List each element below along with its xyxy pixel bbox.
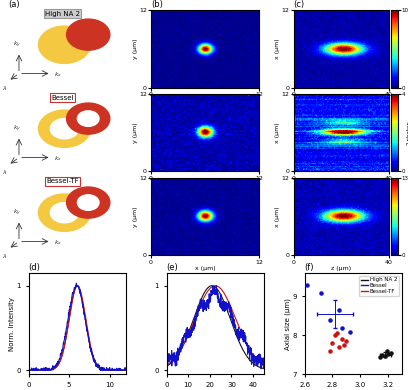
Point — [332, 332, 339, 339]
Text: $k_x$: $k_x$ — [53, 70, 62, 79]
Point — [336, 307, 343, 313]
Text: $\lambda$: $\lambda$ — [2, 252, 8, 260]
Point — [304, 282, 311, 288]
Point — [333, 330, 340, 337]
Text: (a): (a) — [8, 0, 20, 9]
Circle shape — [38, 26, 90, 64]
Text: $k_y$: $k_y$ — [13, 124, 21, 134]
Circle shape — [78, 111, 99, 126]
Text: (d): (d) — [29, 263, 40, 272]
Text: High NA 2: High NA 2 — [45, 11, 80, 16]
Point — [339, 324, 346, 331]
Y-axis label: 2-photon: 2-photon — [407, 120, 408, 145]
Y-axis label: Norm. Intensity: Norm. Intensity — [9, 297, 15, 351]
Text: (f): (f) — [305, 263, 314, 272]
Point — [347, 328, 354, 335]
Text: $\lambda$: $\lambda$ — [2, 83, 8, 92]
Text: Bessel: Bessel — [51, 94, 73, 101]
Point — [326, 317, 333, 323]
Text: $\lambda$: $\lambda$ — [2, 168, 8, 176]
Circle shape — [67, 19, 110, 50]
Point — [385, 351, 391, 357]
Y-axis label: x (μm): x (μm) — [275, 122, 280, 143]
X-axis label: z (μm): z (μm) — [331, 266, 351, 271]
Point — [379, 352, 386, 358]
Point — [382, 353, 388, 359]
X-axis label: x (μm): x (μm) — [195, 266, 215, 271]
Point — [340, 342, 347, 348]
Y-axis label: y (μm): y (μm) — [133, 122, 137, 143]
Circle shape — [67, 103, 110, 134]
Point — [326, 348, 333, 354]
Text: $k_y$: $k_y$ — [13, 40, 21, 50]
Text: $k_x$: $k_x$ — [53, 238, 62, 247]
Y-axis label: y (μm): y (μm) — [133, 38, 137, 59]
Text: $k_y$: $k_y$ — [13, 208, 21, 218]
Point — [329, 340, 336, 346]
Y-axis label: x (μm): x (μm) — [275, 206, 280, 227]
Point — [377, 354, 383, 360]
Point — [339, 336, 346, 342]
Text: (e): (e) — [166, 263, 178, 272]
Point — [318, 289, 325, 296]
Circle shape — [38, 194, 90, 231]
Circle shape — [78, 195, 99, 210]
Circle shape — [67, 187, 110, 218]
Circle shape — [50, 119, 78, 139]
Point — [343, 338, 350, 344]
Y-axis label: Axial size (μm): Axial size (μm) — [285, 298, 291, 350]
Legend: High NA 2, Bessel, Bessel-TF: High NA 2, Bessel, Bessel-TF — [359, 276, 399, 296]
Text: $k_x$: $k_x$ — [53, 154, 62, 163]
Circle shape — [50, 202, 78, 223]
Text: Bessel-TF: Bessel-TF — [46, 179, 79, 184]
Point — [384, 348, 390, 354]
Point — [336, 344, 343, 350]
Point — [388, 350, 394, 356]
Y-axis label: x (μm): x (μm) — [275, 38, 280, 59]
Y-axis label: y (μm): y (μm) — [133, 206, 137, 227]
Text: (c): (c) — [294, 0, 305, 9]
Circle shape — [38, 110, 90, 147]
Text: (b): (b) — [151, 0, 163, 9]
